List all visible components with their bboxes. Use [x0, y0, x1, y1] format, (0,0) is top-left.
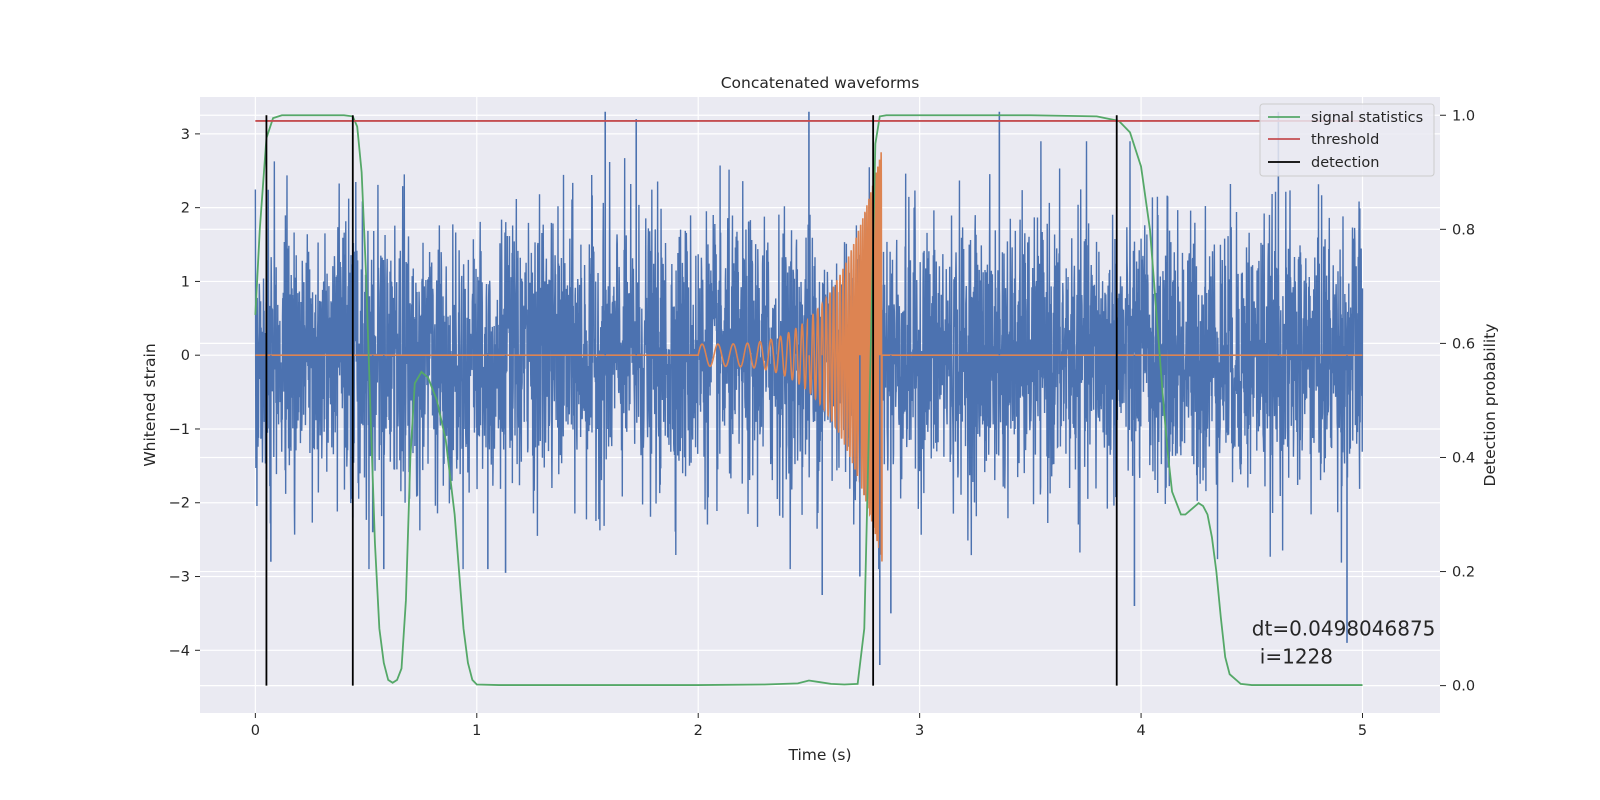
y-right-tick-label: 0.2	[1452, 565, 1475, 581]
chart-title: Concatenated waveforms	[721, 74, 920, 92]
signal-statistics-line	[254, 114, 1363, 686]
x-axis-label: Time (s)	[787, 746, 851, 764]
grid	[200, 97, 1440, 713]
y-tick-label: 0	[181, 348, 190, 364]
x-tick-label: 5	[1358, 723, 1367, 739]
y-right-tick-label: 0.0	[1452, 679, 1475, 695]
y-tick-label: −4	[169, 643, 190, 659]
template-series-line	[255, 152, 1363, 562]
strain-series-line	[254, 141, 1364, 570]
legend: signal statistics threshold detection	[1259, 103, 1435, 177]
y-tick-label: 3	[181, 127, 190, 143]
legend-label-detection: detection	[1311, 155, 1379, 171]
y-tick-label: −2	[169, 496, 190, 512]
legend-label-signal-statistics: signal statistics	[1311, 110, 1423, 126]
y-right-tick-label: 1.0	[1452, 108, 1475, 124]
detection-lines	[265, 115, 1118, 686]
y-tick-label: −3	[169, 570, 190, 586]
y-right-tick-label: 0.8	[1452, 222, 1475, 238]
x-tick-label: 1	[472, 723, 481, 739]
x-tick-label: 0	[251, 723, 260, 739]
y-tick-label: 2	[181, 201, 190, 217]
axes: 0 1 2 3 4 5 3 2 1 0 −1 −2 −3 −4 1.0 0.8 0.6 0.4 0.2 0.0	[169, 108, 1475, 739]
y-right-tick-label: 0.6	[1452, 336, 1475, 352]
legend-box	[1259, 103, 1435, 177]
y-axis-label: Whitened strain	[141, 343, 159, 466]
x-tick-label: 3	[915, 723, 924, 739]
y-right-axis-label: Detection probability	[1481, 324, 1499, 487]
legend-label-threshold: threshold	[1311, 132, 1379, 148]
annotation-dt: dt=0.0498046875	[1252, 616, 1436, 640]
x-tick-label: 2	[694, 723, 703, 739]
y-tick-label: 1	[181, 274, 190, 290]
annotation-index: i=1228	[1260, 644, 1333, 668]
y-tick-label: −1	[169, 422, 190, 438]
y-right-tick-label: 0.4	[1452, 450, 1475, 466]
x-tick-label: 4	[1136, 723, 1145, 739]
